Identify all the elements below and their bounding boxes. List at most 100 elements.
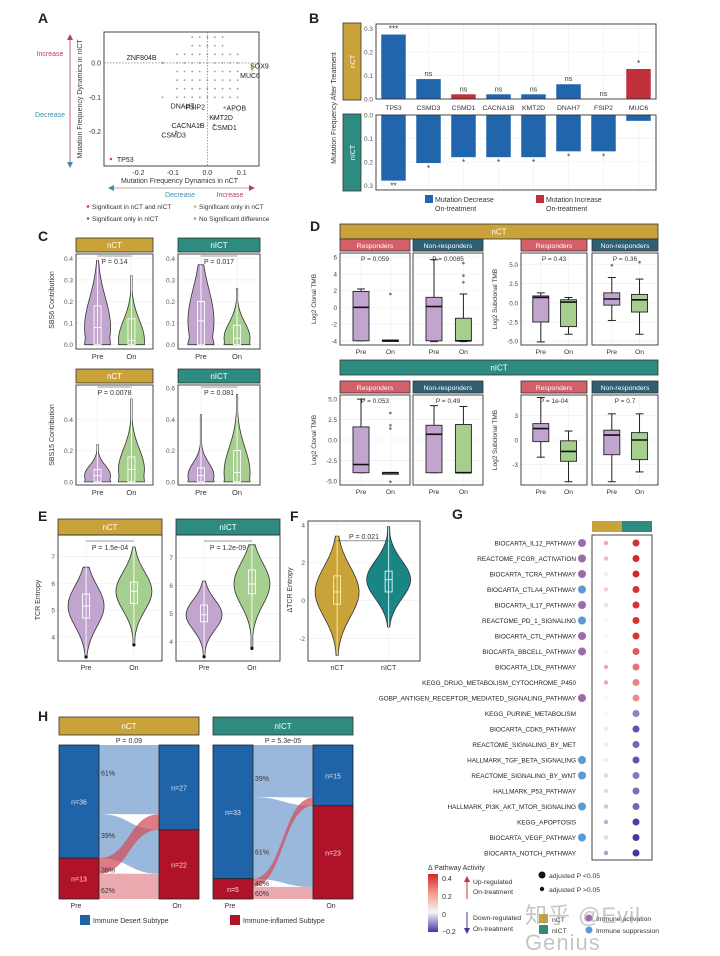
pre-inflamed-block	[212, 878, 254, 900]
significance-label: *	[497, 158, 500, 167]
h-nct-strip-label: nCT	[121, 722, 136, 731]
heat-dot-nict	[632, 601, 640, 609]
y-tick-label: 0.3	[364, 26, 373, 33]
on-outlier	[462, 280, 465, 284]
bar-tp53-nct	[381, 34, 406, 99]
category-label: TP53	[385, 105, 401, 112]
x-tick-label: -0.1	[167, 170, 179, 177]
point	[221, 87, 224, 90]
point	[183, 87, 186, 90]
x-tick-label: Pre	[536, 349, 547, 356]
point	[161, 96, 164, 99]
heat-dot-nct	[603, 773, 609, 778]
panel-label-g: G	[452, 506, 463, 522]
pathway-label: BIOCARTA_CTLA4_PATHWAY	[487, 587, 577, 594]
pre-box	[200, 604, 209, 623]
legend-sublabel: On-treatment	[546, 206, 587, 213]
panel-label-h: H	[38, 708, 49, 724]
d-facet-strip	[591, 238, 659, 252]
y-tick-label: 5.0	[509, 262, 518, 269]
significance-label: *	[567, 152, 570, 161]
point-csmd3	[175, 130, 178, 133]
colorbar	[428, 874, 438, 932]
point	[191, 70, 194, 73]
x-tick-label: On	[564, 489, 573, 496]
pre-desert-block	[58, 744, 100, 859]
bar-csmd3-nict	[416, 115, 441, 164]
bar-tp53-nict	[381, 115, 406, 181]
d-facet-strip	[520, 380, 588, 394]
h-nict-strip	[212, 716, 354, 736]
pathway-label: BIOCARTA_CTL_PATHWAY	[495, 634, 577, 641]
x-tick-label: 0.0	[202, 170, 212, 177]
heat-dot-nct	[603, 680, 609, 685]
on-desert-count: n=27	[171, 785, 187, 792]
c-nct-strip-label: nCT	[107, 241, 122, 250]
y-tick-label: 0.0	[166, 479, 175, 486]
heat-dot-nict	[632, 834, 640, 841]
point	[221, 36, 224, 39]
point	[206, 62, 209, 64]
d-facet-strip-label: Non-responders	[424, 385, 473, 392]
colorbar-tick: 0.4	[442, 876, 452, 883]
x-tick-label: -0.2	[132, 170, 144, 177]
gene-label: DNAH7	[171, 104, 195, 111]
on-outlier	[638, 260, 641, 264]
heat-dot-nict	[632, 648, 640, 655]
y-tick-label: 4	[169, 639, 173, 646]
legend-sublabel: On-treatment	[435, 206, 476, 213]
y-tick-label: 0.4	[64, 256, 73, 263]
gene-label: KMT2D	[209, 115, 233, 122]
legend-label: Immune Desert Subtype	[93, 918, 169, 925]
flow-label: 62%	[101, 888, 115, 895]
heat-dot-nct	[603, 711, 609, 716]
bar-csmd1-nct	[451, 94, 476, 99]
x-tick-label: On	[326, 903, 335, 910]
category-label: FSIP2	[594, 105, 613, 112]
pathway-label: KEGG_DRUG_METABOLISM_CYTOCHROME_P450	[422, 680, 576, 687]
box-frame	[412, 394, 484, 486]
y-tick-label: 3	[514, 413, 518, 420]
d-facet-strip-label: Responders	[357, 243, 394, 250]
violin-frame	[57, 534, 163, 662]
significance-label: ns	[495, 86, 503, 93]
pathway-label: KEGG_APOPTOSIS	[517, 820, 576, 827]
d-nct-strip	[339, 223, 659, 240]
point	[221, 62, 224, 64]
y-axis-title: Log2 Subclonal TMB	[492, 410, 499, 470]
heat-dot-nct	[603, 602, 609, 608]
point	[214, 53, 216, 56]
category-dot-activation	[578, 539, 586, 547]
pre-box	[603, 429, 621, 456]
pathway-label: GOBP_ANTIGEN_RECEPTOR_MEDIATED_SIGNALING…	[379, 696, 577, 703]
d-facet-strip	[412, 380, 484, 394]
arrow-left-icon	[108, 185, 114, 191]
point	[206, 44, 209, 47]
legend-nict-swatch	[539, 925, 548, 934]
category-dot-suppression	[578, 802, 586, 811]
y-tick-label: 0.1	[364, 73, 373, 80]
point	[183, 79, 186, 82]
y-tick-label: 0.3	[364, 183, 373, 190]
heat-dot-nict	[632, 725, 640, 733]
point	[229, 70, 231, 73]
heat-dot-nct	[603, 571, 609, 577]
down-label: Down-regulated	[473, 915, 521, 922]
y-tick-label: 7	[169, 555, 173, 562]
legend-dot	[86, 217, 90, 220]
pre-inflamed-count: n=13	[71, 877, 87, 884]
pre-desert-count: n=36	[71, 800, 87, 807]
d-facet-strip-label: Responders	[536, 243, 573, 250]
y-tick-label: -2	[299, 636, 305, 643]
on-box	[129, 581, 138, 604]
flow-label: 60%	[255, 891, 269, 898]
legend-nct-label: nCT	[552, 917, 565, 924]
pathway-label: BIOCARTA_IL17_PATHWAY	[494, 603, 576, 610]
significance-label: *	[427, 164, 430, 173]
up-sub-label: On-treatment	[473, 889, 513, 896]
facet-strip-label: nICT	[350, 144, 357, 160]
p-value-label: P = 1e-04	[540, 398, 569, 405]
bar-csmd1-nict	[451, 115, 476, 158]
heat-dot-nct	[603, 664, 609, 670]
